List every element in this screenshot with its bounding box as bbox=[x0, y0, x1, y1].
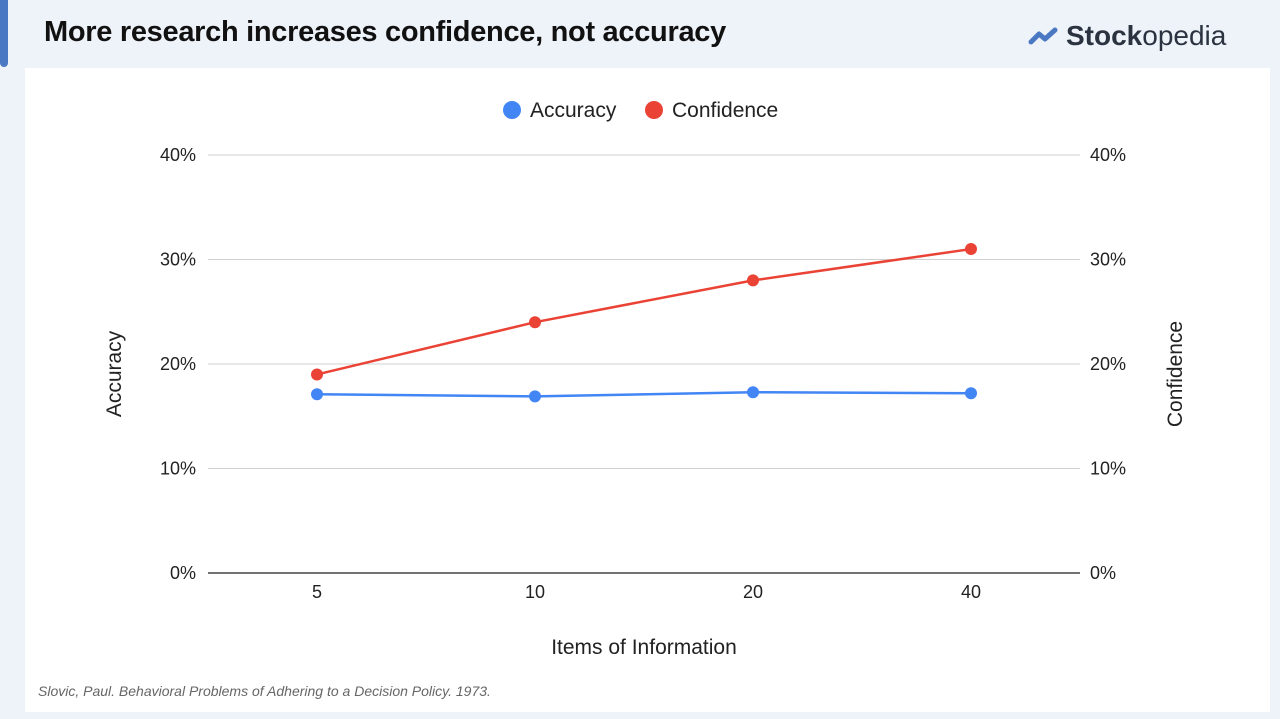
source-citation: Slovic, Paul. Behavioral Problems of Adh… bbox=[38, 683, 491, 699]
y-tick-label-right: 0% bbox=[1090, 563, 1116, 583]
logo-rest: opedia bbox=[1142, 20, 1227, 51]
y-tick-label-right: 30% bbox=[1090, 250, 1126, 270]
y-tick-label-right: 40% bbox=[1090, 145, 1126, 165]
x-axis-title: Items of Information bbox=[551, 636, 737, 659]
accuracy-line bbox=[316, 390, 972, 398]
accuracy-point bbox=[311, 388, 323, 401]
y-tick-label-left: 40% bbox=[160, 145, 196, 165]
y-axis-title-right: Confidence bbox=[1164, 321, 1187, 427]
logo-bold: Stock bbox=[1066, 20, 1143, 51]
y-tick-label-left: 20% bbox=[160, 354, 196, 374]
x-tick-label: 20 bbox=[743, 582, 763, 602]
y-tick-label-left: 0% bbox=[170, 563, 196, 583]
x-tick-label: 10 bbox=[525, 582, 545, 602]
legend-label-accuracy: Accuracy bbox=[530, 99, 617, 122]
x-tick-label: 5 bbox=[312, 582, 322, 602]
confidence-point bbox=[965, 243, 977, 256]
trend-icon bbox=[1028, 27, 1058, 45]
confidence-line bbox=[316, 247, 972, 376]
accuracy-point bbox=[529, 390, 541, 403]
legend-marker-accuracy bbox=[503, 101, 521, 119]
page-title: More research increases confidence, not … bbox=[44, 16, 726, 48]
confidence-point bbox=[747, 274, 759, 287]
y-tick-label-left: 30% bbox=[160, 250, 196, 270]
legend-marker-confidence bbox=[645, 101, 663, 119]
x-tick-label: 40 bbox=[961, 582, 981, 602]
accuracy-point bbox=[747, 386, 759, 399]
accuracy-point bbox=[965, 387, 977, 400]
stockopedia-logo: Stockopedia bbox=[1028, 20, 1226, 52]
accent-bar bbox=[0, 0, 8, 67]
confidence-point bbox=[311, 368, 323, 381]
confidence-point bbox=[529, 316, 541, 329]
legend-label-confidence: Confidence bbox=[672, 99, 778, 122]
y-axis-title-left: Accuracy bbox=[103, 330, 126, 417]
chart-panel bbox=[25, 68, 1270, 712]
y-tick-label-left: 10% bbox=[160, 459, 196, 479]
y-tick-label-right: 20% bbox=[1090, 354, 1126, 374]
y-tick-label-right: 10% bbox=[1090, 459, 1126, 479]
